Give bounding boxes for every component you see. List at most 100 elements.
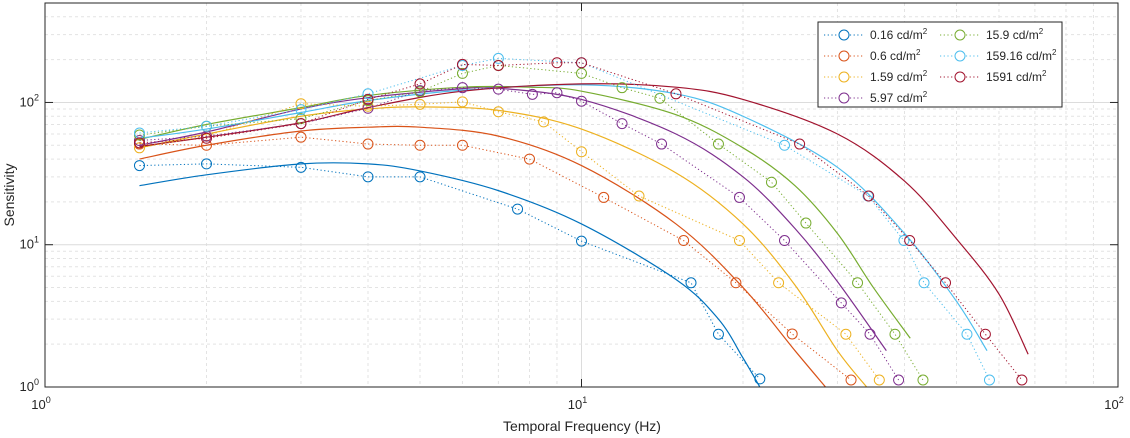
legend-label-superscript: 2 [1042, 69, 1047, 78]
data-point [295, 131, 307, 143]
fit-curve-0 [139, 162, 761, 388]
data-point [940, 277, 952, 289]
data-point [362, 102, 374, 114]
data-point [492, 83, 504, 95]
legend-label: 5.97 cd/m2 [870, 90, 928, 105]
legend-label-text: 1591 cd/m [986, 70, 1042, 84]
data-point [362, 138, 374, 150]
data-point [863, 190, 875, 202]
legend-item[interactable]: 15.9 cd/m2 [940, 27, 1044, 42]
fit-curve-6 [139, 83, 1029, 355]
data-point [730, 277, 742, 289]
series-line [139, 101, 880, 381]
data-point [576, 67, 587, 79]
data-point [670, 88, 682, 100]
x-axis-ticks: 100 101 102 [31, 3, 1124, 412]
series-line [139, 62, 1023, 381]
data-point [414, 98, 426, 110]
data-point [295, 98, 307, 110]
tick-exponent: 1 [582, 395, 587, 405]
data-point [616, 82, 628, 94]
data-point [362, 93, 374, 105]
legend-label-superscript: 2 [923, 27, 928, 36]
data-point [133, 137, 145, 149]
data-point [840, 328, 852, 340]
data-point [893, 374, 905, 386]
data-point [656, 138, 668, 150]
data-point [765, 176, 777, 188]
data-point [133, 135, 145, 147]
legend-item[interactable]: 1.59 cd/m2 [824, 69, 928, 84]
data-point [654, 92, 666, 104]
data-point [201, 120, 213, 132]
data-point [551, 57, 563, 69]
data-point [576, 146, 587, 158]
data-point [773, 277, 785, 289]
data-point [362, 88, 374, 100]
legend-item[interactable]: 5.97 cd/m2 [824, 90, 928, 105]
legend-label-text: 0.6 cd/m [870, 49, 916, 63]
fit-curve-1 [139, 125, 826, 388]
data-point [456, 67, 468, 79]
grid [45, 2, 1118, 387]
data-point [524, 153, 536, 165]
tick-exponent: 0 [34, 377, 39, 387]
legend-item[interactable]: 159.16 cd/m2 [940, 48, 1057, 63]
data-point [456, 82, 468, 94]
data-point [456, 139, 468, 151]
legend-box [817, 21, 1063, 108]
series-line [139, 163, 761, 380]
data-point [786, 328, 798, 340]
data-point [917, 374, 929, 386]
legend-item[interactable]: 0.6 cd/m2 [824, 48, 921, 63]
data-point [414, 171, 426, 183]
data-point [733, 235, 745, 247]
legend-label-superscript: 2 [923, 90, 928, 99]
legend-label-text: 1.59 cd/m [870, 70, 923, 84]
data-point [616, 118, 628, 130]
data-point [512, 203, 524, 215]
legend-item[interactable]: 1591 cd/m2 [940, 69, 1047, 84]
data-point [918, 277, 930, 289]
series-line [139, 87, 900, 381]
legend-label-text: 5.97 cd/m [870, 91, 923, 105]
data-point [492, 52, 504, 64]
series-1 [133, 131, 857, 386]
data-point [733, 191, 745, 203]
y-axis-label: Sensitivity [1, 163, 17, 226]
data-point [983, 374, 995, 386]
data-point [414, 139, 426, 151]
data-point [873, 374, 885, 386]
x-axis-label: Temporal Frequency (Hz) [503, 418, 661, 434]
legend-label-superscript: 2 [916, 48, 921, 57]
data-point [362, 171, 374, 183]
data-point [779, 235, 791, 247]
legend-label: 1591 cd/m2 [986, 69, 1047, 84]
legend-label-superscript: 2 [1039, 27, 1044, 36]
data-point [845, 374, 857, 386]
data-point [295, 161, 307, 173]
data-point [295, 118, 307, 130]
data-point [492, 106, 504, 118]
data-point [414, 86, 426, 98]
data-point [538, 116, 550, 128]
series-line [139, 57, 990, 381]
legend-item[interactable]: 0.16 cd/m2 [824, 27, 928, 42]
legend-label-text: 15.9 cd/m [986, 28, 1039, 42]
fit-curve-2 [139, 106, 868, 388]
legend-label: 159.16 cd/m2 [986, 48, 1057, 63]
data-point [889, 328, 901, 340]
data-point [712, 138, 724, 150]
data-point [852, 277, 864, 289]
data-point [961, 328, 973, 340]
data-point [295, 113, 307, 125]
legend[interactable]: 0.16 cd/m20.6 cd/m21.59 cd/m25.97 cd/m21… [817, 21, 1063, 108]
data-point [551, 87, 563, 99]
legend-label: 15.9 cd/m2 [986, 27, 1044, 42]
legend-label: 1.59 cd/m2 [870, 69, 928, 84]
legend-marker-icon [838, 71, 850, 83]
data-point [979, 328, 991, 340]
legend-label: 0.6 cd/m2 [870, 48, 921, 63]
